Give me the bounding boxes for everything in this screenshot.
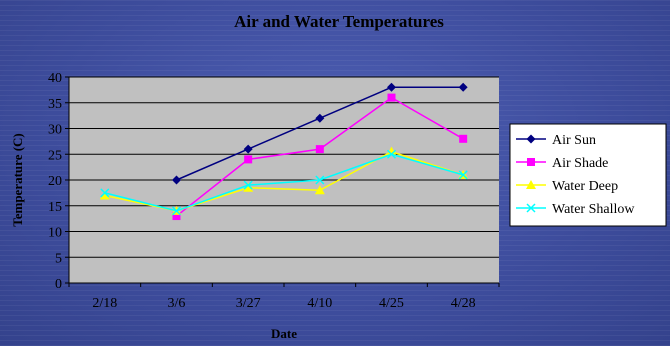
data-point <box>459 134 468 143</box>
x-axis-title: Date <box>271 326 297 341</box>
data-point <box>387 82 396 92</box>
data-point <box>243 182 254 192</box>
data-point <box>387 93 396 102</box>
axes: 0 5 10 15 20 25 30 35 40 2/18 3/6 3/27 4/10 4/25 4/28 <box>48 71 500 311</box>
y-tick-label: 35 <box>48 97 62 112</box>
x-tick-label: 2/18 <box>92 296 117 311</box>
y-tick-label: 15 <box>48 200 62 215</box>
y-tick-label: 5 <box>55 251 62 266</box>
data-point <box>314 185 325 195</box>
y-tick-label: 10 <box>48 226 62 241</box>
data-point <box>99 190 110 200</box>
legend-item: Water Deep <box>516 179 618 194</box>
legend-label: Air Shade <box>552 156 608 171</box>
legend-marker <box>526 203 536 213</box>
x-tick-label: 4/10 <box>307 296 332 311</box>
y-tick-label: 0 <box>55 277 62 292</box>
data-point <box>172 212 181 221</box>
legend: Air Sun Air Shade Water Deep Water Shallow <box>509 123 667 227</box>
chart-title: Air and Water Temperatures <box>234 12 444 31</box>
data-point <box>458 82 468 92</box>
data-point <box>172 175 181 185</box>
legend-item: Air Shade <box>516 156 608 171</box>
series-air-sun <box>172 82 468 185</box>
data-point <box>315 113 325 123</box>
y-tick-label: 40 <box>48 71 62 86</box>
series-line <box>104 153 464 212</box>
data-point <box>458 170 468 180</box>
y-tick-label: 20 <box>48 174 62 189</box>
x-tick-label: 4/25 <box>379 296 404 311</box>
legend-label: Water Shallow <box>552 202 635 217</box>
data-point <box>315 175 325 185</box>
legend-marker <box>526 134 536 144</box>
y-axis-title: Temperature (C) <box>10 133 25 227</box>
legend-marker <box>527 158 535 166</box>
legend-marker <box>526 180 536 189</box>
data-point <box>386 149 397 159</box>
legend-item: Air Sun <box>516 133 596 148</box>
y-tick-label: 30 <box>48 123 62 138</box>
legend-label: Water Deep <box>552 179 618 194</box>
data-point <box>315 145 324 154</box>
data-point <box>243 180 253 190</box>
gridlines <box>69 76 499 258</box>
series-air-shade <box>172 93 468 221</box>
series-water-shallow <box>100 149 468 216</box>
data-point <box>386 146 397 156</box>
data-point <box>171 206 182 216</box>
legend-box <box>509 123 667 227</box>
legend-item: Water Shallow <box>516 202 635 217</box>
data-point <box>243 144 253 154</box>
y-tick-label: 25 <box>48 148 62 163</box>
series-layer <box>99 82 469 221</box>
x-tick-label: 3/27 <box>236 296 261 311</box>
data-point <box>100 188 110 198</box>
data-point <box>244 155 253 164</box>
x-tick-label: 3/6 <box>168 296 186 311</box>
x-tick-label: 4/28 <box>451 296 476 311</box>
legend-label: Air Sun <box>552 133 596 148</box>
